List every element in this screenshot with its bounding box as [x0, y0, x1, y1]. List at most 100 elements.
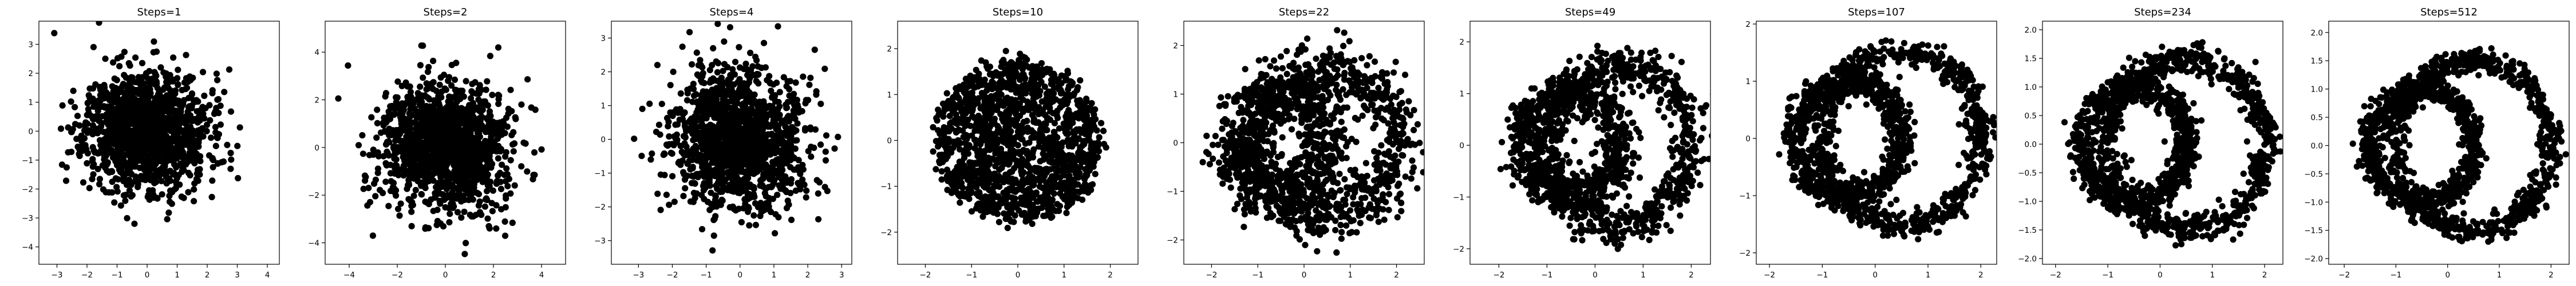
scatter-point — [184, 153, 191, 160]
scatter-point — [1004, 224, 1011, 232]
scatter-point — [405, 177, 412, 184]
scatter-point — [807, 74, 814, 81]
scatter-point — [693, 91, 700, 98]
scatter-point — [154, 112, 161, 118]
scatter-point — [73, 136, 80, 142]
scatter-point — [499, 124, 505, 130]
scatter-point — [667, 109, 674, 116]
scatter-point — [161, 120, 168, 127]
scatter-point — [741, 80, 748, 87]
scatter-point — [391, 155, 398, 162]
scatter-point — [449, 189, 456, 196]
scatter-point — [639, 105, 646, 112]
scatter-point — [752, 200, 759, 207]
scatter-point — [200, 110, 207, 117]
scatter-point — [137, 139, 144, 146]
scatter-point — [153, 117, 160, 124]
scatter-point — [421, 170, 428, 177]
scatter-point — [768, 131, 775, 138]
scatter-point — [161, 94, 168, 102]
scatter-point — [768, 88, 775, 94]
scatter-point — [730, 81, 737, 88]
scatter-point — [221, 89, 228, 96]
scatter-point — [466, 168, 473, 174]
y-tick-label: 3 — [600, 34, 606, 43]
scatter-point — [208, 134, 215, 141]
scatter-point — [398, 138, 406, 145]
scatter-point — [697, 57, 704, 63]
scatter-point — [808, 153, 815, 160]
axes-frame — [38, 21, 280, 265]
scatter-point — [1054, 201, 1061, 208]
scatter-point — [709, 204, 716, 210]
scatter-point — [405, 151, 412, 158]
scatter-point — [744, 113, 750, 120]
scatter-point — [722, 137, 729, 144]
scatter-point — [469, 104, 476, 110]
scatter-point — [192, 141, 199, 148]
scatter-point — [89, 158, 96, 165]
scatter-point — [172, 107, 179, 114]
scatter-point — [144, 174, 151, 181]
scatter-point — [196, 171, 203, 178]
scatter-point — [185, 189, 192, 196]
scatter-point — [404, 83, 411, 90]
scatter-point — [227, 165, 234, 172]
scatter-point — [717, 125, 724, 132]
scatter-point — [385, 108, 392, 115]
scatter-point — [94, 108, 101, 114]
scatter-point — [217, 121, 224, 128]
subplot-title: Steps=4 — [710, 6, 754, 18]
scatter-point — [128, 149, 135, 156]
scatter-point — [712, 192, 719, 199]
scatter-point — [108, 168, 115, 174]
scatter-point — [148, 117, 156, 124]
scatter-point — [214, 96, 221, 103]
scatter-point — [92, 148, 98, 155]
scatter-point — [487, 157, 493, 164]
scatter-point — [156, 169, 163, 176]
scatter-point — [185, 137, 192, 144]
scatter-point — [375, 153, 382, 160]
scatter-point — [188, 128, 195, 135]
x-tick-label: 2 — [805, 271, 811, 280]
scatter-point — [693, 49, 700, 56]
scatter-point — [476, 127, 483, 134]
scatter-point — [107, 113, 114, 120]
scatter-point — [57, 125, 65, 132]
scatter-point — [671, 198, 678, 205]
scatter-point — [128, 74, 135, 81]
scatter-point — [428, 80, 435, 87]
scatter-point — [706, 66, 713, 74]
scatter-point — [785, 125, 792, 132]
scatter-point — [744, 93, 750, 100]
y-tick-label: −2 — [308, 191, 319, 200]
scatter-point — [414, 132, 421, 139]
scatter-point — [89, 96, 96, 102]
scatter-point — [78, 138, 85, 145]
scatter-point — [813, 177, 820, 184]
x-tick-label: 3 — [235, 271, 240, 280]
scatter-point — [432, 121, 439, 128]
scatter-point — [750, 184, 757, 190]
scatter-point — [165, 209, 172, 216]
scatter-point — [784, 78, 791, 85]
scatter-point — [781, 186, 788, 193]
scatter-point — [471, 173, 478, 180]
scatter-point — [139, 132, 146, 140]
scatter-point — [698, 226, 706, 233]
x-tick-label: 0 — [145, 271, 150, 280]
scatter-point — [655, 121, 662, 128]
scatter-point — [783, 132, 790, 139]
y-tick-label: 1 — [28, 98, 33, 108]
scatter-point — [175, 81, 181, 88]
scatter-point — [424, 85, 432, 92]
scatter-point — [145, 158, 152, 165]
scatter-point — [504, 182, 511, 189]
scatter-point — [420, 117, 426, 124]
scatter-point — [400, 162, 407, 169]
scatter-point — [821, 184, 828, 190]
scatter-point — [786, 86, 793, 93]
scatter-point — [461, 186, 468, 193]
scatter-point — [742, 61, 749, 67]
